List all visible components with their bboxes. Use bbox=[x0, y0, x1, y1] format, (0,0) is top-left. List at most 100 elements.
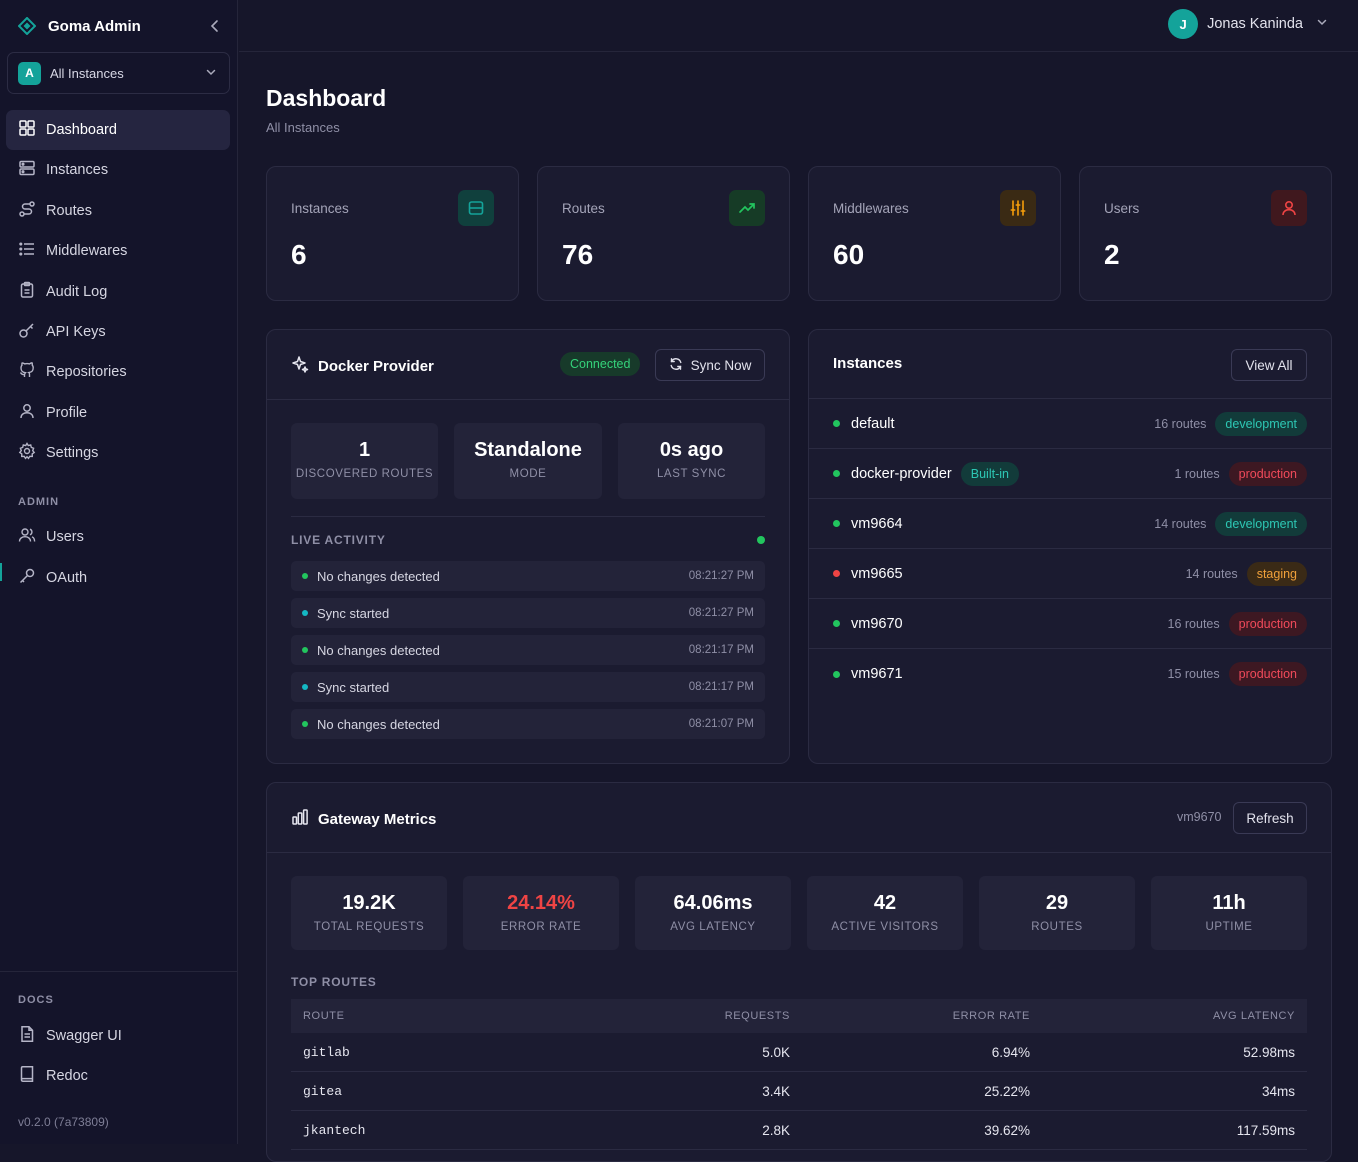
instance-name: docker-provider bbox=[851, 465, 952, 482]
env-badge: development bbox=[1215, 411, 1307, 436]
activity-time: 08:21:27 PM bbox=[688, 607, 754, 619]
topbar: J Jonas Kaninda bbox=[239, 0, 1358, 52]
users-icon bbox=[18, 526, 36, 548]
metric-routes: 29 ROUTES bbox=[979, 876, 1135, 950]
metric-label: MODE bbox=[509, 468, 547, 480]
server-icon bbox=[458, 190, 494, 226]
instance-name: vm9665 bbox=[851, 565, 903, 582]
clipboard-icon bbox=[18, 281, 36, 303]
nav-instances[interactable]: Instances bbox=[6, 150, 230, 190]
table-row[interactable]: gitea 3.4K 25.22% 34ms bbox=[291, 1072, 1307, 1111]
stat-card-users[interactable]: Users 2 bbox=[1079, 166, 1332, 301]
user-menu[interactable]: J Jonas Kaninda bbox=[1168, 9, 1328, 39]
instance-row[interactable]: vm9664 14 routes development bbox=[809, 499, 1331, 549]
page-subtitle: All Instances bbox=[266, 120, 340, 135]
activity-row: No changes detected 08:21:07 PM bbox=[291, 709, 765, 739]
nav-repositories[interactable]: Repositories bbox=[6, 352, 230, 392]
activity-time: 08:21:17 PM bbox=[688, 644, 754, 656]
route-requests: 2.8K bbox=[762, 1122, 790, 1138]
column-header[interactable]: ERROR RATE bbox=[952, 1010, 1030, 1022]
route-count: 1 routes bbox=[1174, 466, 1220, 481]
column-header[interactable]: ROUTE bbox=[303, 1010, 345, 1022]
brand-name: Goma Admin bbox=[48, 17, 141, 35]
route-count: 14 routes bbox=[1154, 516, 1207, 531]
stat-card-middlewares[interactable]: Middlewares 60 bbox=[808, 166, 1061, 301]
instances-card: Instances View All default 16 routes dev… bbox=[808, 329, 1332, 764]
column-header[interactable]: REQUESTS bbox=[724, 1010, 790, 1022]
activity-row: No changes detected 08:21:27 PM bbox=[291, 561, 765, 591]
status-dot bbox=[302, 721, 308, 727]
activity-text: No changes detected bbox=[317, 716, 440, 732]
nav-dashboard[interactable]: Dashboard bbox=[6, 110, 230, 150]
column-header[interactable]: AVG LATENCY bbox=[1213, 1010, 1295, 1022]
top-routes-label: TOP ROUTES bbox=[291, 975, 377, 989]
nav-users[interactable]: Users bbox=[6, 517, 230, 557]
view-all-button[interactable]: View All bbox=[1231, 349, 1307, 381]
page-title: Dashboard bbox=[266, 85, 387, 111]
sync-now-label: Sync Now bbox=[690, 357, 752, 373]
sliders-icon bbox=[1000, 190, 1036, 226]
instance-row[interactable]: default 16 routes development bbox=[809, 399, 1331, 449]
server-icon bbox=[18, 159, 36, 181]
instance-selector[interactable]: A All Instances bbox=[7, 52, 230, 94]
activity-row: No changes detected 08:21:17 PM bbox=[291, 635, 765, 665]
stat-label: Middlewares bbox=[833, 201, 909, 216]
divider bbox=[291, 516, 765, 517]
nav-api-keys[interactable]: API Keys bbox=[6, 312, 230, 352]
sidebar-divider bbox=[0, 971, 238, 972]
nav-redoc[interactable]: Redoc bbox=[6, 1056, 230, 1096]
activity-text: No changes detected bbox=[317, 642, 440, 658]
status-dot bbox=[833, 520, 840, 527]
admin-section-label: ADMIN bbox=[18, 496, 60, 508]
route-latency: 52.98ms bbox=[1243, 1044, 1295, 1060]
activity-text: Sync started bbox=[317, 605, 390, 621]
route-error-rate: 39.62% bbox=[984, 1122, 1030, 1138]
refresh-button[interactable]: Refresh bbox=[1233, 802, 1307, 834]
table-row[interactable]: gitlab 5.0K 6.94% 52.98ms bbox=[291, 1033, 1307, 1072]
nav-label: Routes bbox=[46, 203, 92, 219]
metric-value: 42 bbox=[873, 892, 897, 914]
collapse-sidebar-icon[interactable] bbox=[207, 18, 223, 34]
status-dot bbox=[302, 684, 308, 690]
nav-audit-log[interactable]: Audit Log bbox=[6, 272, 230, 312]
status-badge: Connected bbox=[560, 352, 641, 376]
nav-label: Instances bbox=[46, 162, 109, 178]
activity-text: Sync started bbox=[317, 679, 390, 695]
nav-label: Middlewares bbox=[46, 243, 128, 259]
metric-mode: Standalone MODE bbox=[454, 423, 602, 499]
route-error-rate: 25.22% bbox=[984, 1083, 1030, 1099]
nav-oauth[interactable]: OAuth bbox=[6, 558, 230, 598]
instance-row[interactable]: vm9671 15 routes production bbox=[809, 649, 1331, 699]
metric-value: 0s ago bbox=[659, 439, 724, 461]
metric-discovered-routes: 1 DISCOVERED ROUTES bbox=[291, 423, 438, 499]
env-badge: production bbox=[1228, 461, 1307, 486]
table-row[interactable]: jkantech 2.8K 39.62% 117.59ms bbox=[291, 1111, 1307, 1150]
metric-total-requests: 19.2K TOTAL REQUESTS bbox=[291, 876, 447, 950]
instance-name: default bbox=[851, 415, 895, 432]
card-title-text: Gateway Metrics bbox=[318, 810, 437, 828]
nav-label: Redoc bbox=[46, 1068, 88, 1084]
brand[interactable]: Goma Admin bbox=[18, 14, 141, 38]
nav-routes[interactable]: Routes bbox=[6, 191, 230, 231]
instance-row[interactable]: docker-provider Built-in 1 routes produc… bbox=[809, 449, 1331, 499]
nav-label: Repositories bbox=[46, 364, 127, 380]
docs-section-label: DOCS bbox=[18, 994, 54, 1006]
nav-settings[interactable]: Settings bbox=[6, 433, 230, 473]
status-dot bbox=[302, 610, 308, 616]
activity-time: 08:21:07 PM bbox=[688, 718, 754, 730]
nav-profile[interactable]: Profile bbox=[6, 393, 230, 433]
sync-now-button[interactable]: Sync Now bbox=[655, 349, 765, 381]
route-name: gitlab bbox=[303, 1044, 350, 1060]
instance-row[interactable]: vm9670 16 routes production bbox=[809, 599, 1331, 649]
metric-label: ROUTES bbox=[1031, 921, 1083, 933]
stat-card-routes[interactable]: Routes 76 bbox=[537, 166, 790, 301]
metric-label: DISCOVERED ROUTES bbox=[295, 468, 434, 480]
stat-card-instances[interactable]: Instances 6 bbox=[266, 166, 519, 301]
instance-selector-label: All Instances bbox=[50, 65, 124, 81]
nav-middlewares[interactable]: Middlewares bbox=[6, 231, 230, 271]
metric-active-visitors: 42 ACTIVE VISITORS bbox=[807, 876, 963, 950]
instance-row[interactable]: vm9665 14 routes staging bbox=[809, 549, 1331, 599]
nav-swagger-ui[interactable]: Swagger UI bbox=[6, 1016, 230, 1056]
oauth-key-icon bbox=[18, 567, 36, 589]
users-icon bbox=[1271, 190, 1307, 226]
